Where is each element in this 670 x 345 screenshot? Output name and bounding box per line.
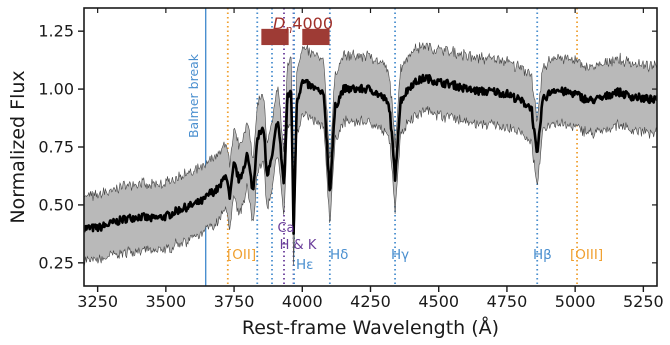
oiii-label: [OIII] [570, 247, 603, 263]
hbeta-label: Hβ [533, 247, 552, 263]
x-tick-label-5: 4500 [418, 292, 459, 311]
x-tick-label-3: 4000 [282, 292, 323, 311]
x-tick-label-0: 3250 [77, 292, 118, 311]
y-tick-label-2: 0.75 [38, 138, 74, 157]
y-tick-label-0: 0.25 [38, 253, 74, 272]
y-tick-label-4: 1.25 [38, 22, 74, 41]
x-tick-label-4: 4250 [350, 292, 391, 311]
plot-area: Balmer break [OII] Hδ Hγ Hβ [OIII] Ca H & K Hε Dn… [84, 8, 657, 286]
x-tick-label-7: 5000 [555, 292, 596, 311]
spectrum-line [84, 73, 657, 235]
x-tick-label-8: 5250 [623, 292, 664, 311]
hk-label: H & K [280, 238, 317, 253]
x-tick-label-2: 3750 [214, 292, 255, 311]
y-tick-label-3: 1.00 [38, 80, 74, 99]
ca-label: Ca [277, 221, 294, 236]
hgamma-label: Hγ [391, 247, 409, 263]
y-tick-label-1: 0.50 [38, 195, 74, 214]
dn4000-window-0 [261, 28, 289, 46]
dn4000-label: Dn4000 [273, 14, 333, 36]
uncertainty-band [84, 42, 657, 268]
balmer-break-label: Balmer break [186, 53, 201, 138]
x-axis: 3250 3500 3750 4000 4250 4500 4750 5000 5250 [77, 8, 664, 311]
dn4000-window-1 [302, 28, 330, 46]
y-axis: 0.25 0.50 0.75 1.00 1.25 [38, 22, 657, 272]
oii-label: [OII] [227, 247, 256, 263]
x-tick-label-6: 4750 [487, 292, 528, 311]
y-axis-label: Normalized Flux [7, 70, 29, 223]
hdelta-label: Hδ [330, 247, 348, 263]
hepsilon-label: Hε [296, 257, 313, 273]
x-axis-label: Rest-frame Wavelength (Å) [242, 316, 499, 339]
x-tick-label-1: 3500 [145, 292, 186, 311]
